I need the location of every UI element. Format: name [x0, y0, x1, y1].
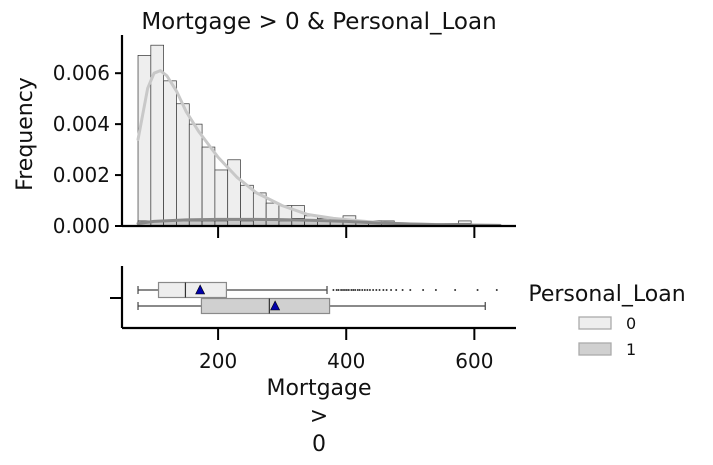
box-outlier-0	[434, 289, 437, 291]
histogram-bar-0	[188, 123, 203, 227]
box-outlier-0	[382, 289, 385, 291]
box-outlier-0	[375, 289, 378, 291]
y-axis-label: Frequency	[13, 77, 38, 191]
legend: Personal_Loan 0 1	[528, 282, 685, 359]
histogram-bars	[137, 44, 472, 227]
box-outlier-0	[454, 289, 457, 291]
kde-lines	[136, 69, 502, 227]
box-outlier-0	[345, 289, 348, 291]
y-tick-label: 0.004	[53, 112, 110, 136]
box-outlier-0	[366, 289, 369, 291]
box-outlier-0	[385, 289, 388, 291]
box-outlier-0	[368, 289, 371, 291]
x-tick-label: 400	[327, 349, 365, 373]
legend-label-1: 1	[626, 340, 636, 359]
x-tick-label: 200	[199, 349, 237, 373]
box-mean-marker-0	[195, 284, 206, 295]
box-outlier-0	[335, 289, 338, 291]
legend-swatch-0	[578, 316, 612, 330]
box-outlier-0	[352, 289, 355, 291]
box-outlier-0	[347, 289, 350, 291]
box-outlier-0	[409, 289, 412, 291]
histogram-bar-0	[201, 146, 216, 227]
box-outlier-0	[363, 289, 366, 291]
box-outlier-0	[476, 289, 479, 291]
x-axis-label-line: Mortgage	[266, 376, 371, 401]
box-outlier-0	[337, 289, 340, 291]
box-outlier-0	[361, 289, 364, 291]
legend-swatch-1	[578, 342, 612, 356]
box-mean-marker-1	[270, 300, 281, 311]
histogram-axes: 0.000 0.002 0.004 0.006	[53, 35, 516, 238]
y-tick-label: 0.002	[53, 163, 110, 187]
box-outlier-0	[356, 289, 359, 291]
histogram-bar-0	[176, 103, 190, 227]
box-outlier-0	[350, 289, 353, 291]
boxplot-panel	[137, 281, 498, 315]
box-outlier-0	[401, 289, 404, 291]
box-outlier-0	[422, 289, 425, 291]
x-axis-label-line: 0	[312, 432, 326, 457]
box-outlier-0	[372, 289, 375, 291]
box-outlier-0	[354, 289, 357, 291]
box-outlier-0	[358, 289, 361, 291]
box-outlier-0	[495, 289, 498, 291]
y-tick-label: 0.006	[53, 61, 110, 85]
box-outlier-0	[378, 289, 381, 291]
box-outlier-0	[342, 289, 345, 291]
kde-line-1	[136, 217, 502, 227]
box-outlier-0	[395, 289, 398, 291]
x-tick-label: 600	[455, 349, 493, 373]
box-outlier-0	[340, 289, 343, 291]
box-outlier-0	[390, 289, 393, 291]
legend-title: Personal_Loan	[528, 282, 685, 307]
x-axis-label-line: >	[310, 404, 328, 429]
box-outlier-0	[343, 289, 346, 291]
legend-label-0: 0	[626, 314, 636, 333]
histogram-bar-0	[214, 169, 229, 227]
histogram-bar-0	[163, 80, 177, 227]
boxplot-axes: 200 400 600	[110, 266, 516, 373]
box-iqr-0	[157, 281, 228, 299]
x-axis-label: Mortgage >0	[266, 376, 371, 457]
box-outlier-0	[332, 289, 335, 291]
y-tick-label: 0.000	[53, 214, 110, 238]
chart-title: Mortgage > 0 & Personal_Loan	[141, 9, 496, 35]
box-iqr-1	[200, 297, 331, 315]
histogram-bar-0	[137, 55, 152, 227]
